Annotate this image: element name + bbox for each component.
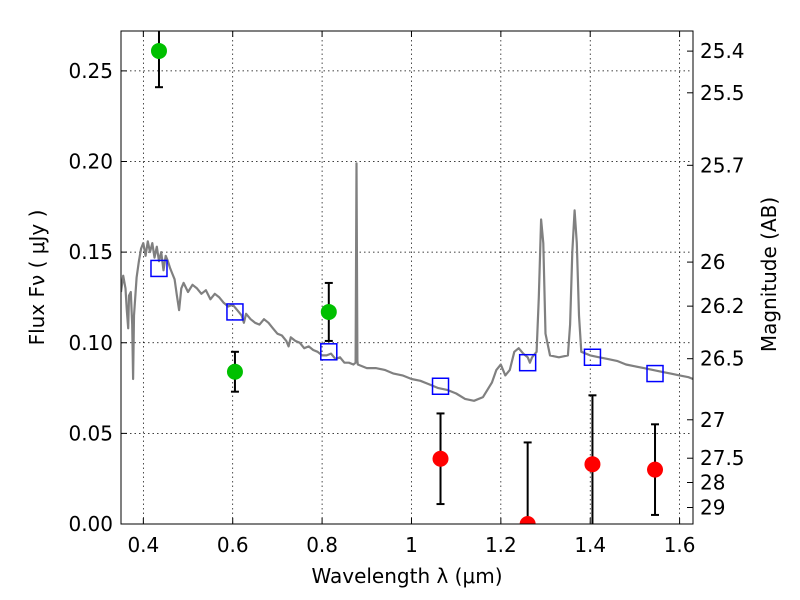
nondetection-point [584, 456, 601, 473]
x-tick-label: 1.4 [574, 533, 606, 557]
y2-tick-label: 25.7 [700, 153, 745, 177]
y2-axis-label: Magnitude (AB) [757, 197, 781, 352]
plot-frame [120, 30, 694, 525]
y2-tick-label: 26 [700, 250, 725, 274]
model-photometry-point [583, 348, 602, 366]
y-tick-label: 0.25 [68, 59, 113, 83]
y2-tick-label: 25.4 [700, 39, 745, 63]
y-tick-label: 0.00 [68, 512, 113, 536]
plot-area [121, 31, 693, 524]
axis-ticks: 0.4 0.6 0.8 1 1.2 1.4 1.6 0.00 0.05 0.10 0.15 0.20 0… [68, 31, 745, 557]
nondetection-point [519, 516, 536, 524]
nondetection-point [647, 461, 664, 478]
x-tick-label: 1.6 [664, 533, 696, 557]
detection-point [226, 363, 243, 380]
x-tick-label: 0.6 [217, 533, 249, 557]
y-tick-label: 0.15 [68, 240, 113, 264]
model-photometry-point [150, 259, 168, 278]
model-photometry-point [518, 353, 537, 372]
detection-point [320, 303, 337, 320]
nondetection-point [432, 450, 449, 467]
model-photometry-point [226, 303, 244, 321]
y-axis-label: Flux Fν ( μJy ) [25, 210, 49, 346]
sed-line [121, 162, 693, 402]
x-tick-label: 1 [405, 533, 418, 557]
y2-tick-label: 27.5 [700, 446, 745, 470]
y-tick-label: 0.10 [68, 331, 113, 355]
y2-tick-label: 28 [700, 470, 725, 494]
y-tick-label: 0.20 [68, 150, 113, 174]
y2-tick-label: 26.5 [700, 347, 745, 371]
model-photometry-point [646, 364, 664, 383]
x-tick-label: 1.2 [485, 533, 517, 557]
x-tick-label: 0.8 [306, 533, 338, 557]
model-photometry-point [320, 343, 338, 361]
y2-tick-label: 29 [700, 496, 725, 520]
x-axis-label: Wavelength λ (μm) [311, 564, 502, 588]
model-photometry-point [431, 377, 450, 395]
detection-point [150, 42, 167, 59]
grid [121, 31, 693, 525]
x-tick-label: 0.4 [127, 533, 159, 557]
y2-tick-label: 27 [700, 408, 725, 432]
y2-tick-label: 25.5 [700, 81, 745, 105]
y2-tick-label: 26.2 [700, 294, 745, 318]
y-tick-label: 0.05 [68, 421, 113, 445]
